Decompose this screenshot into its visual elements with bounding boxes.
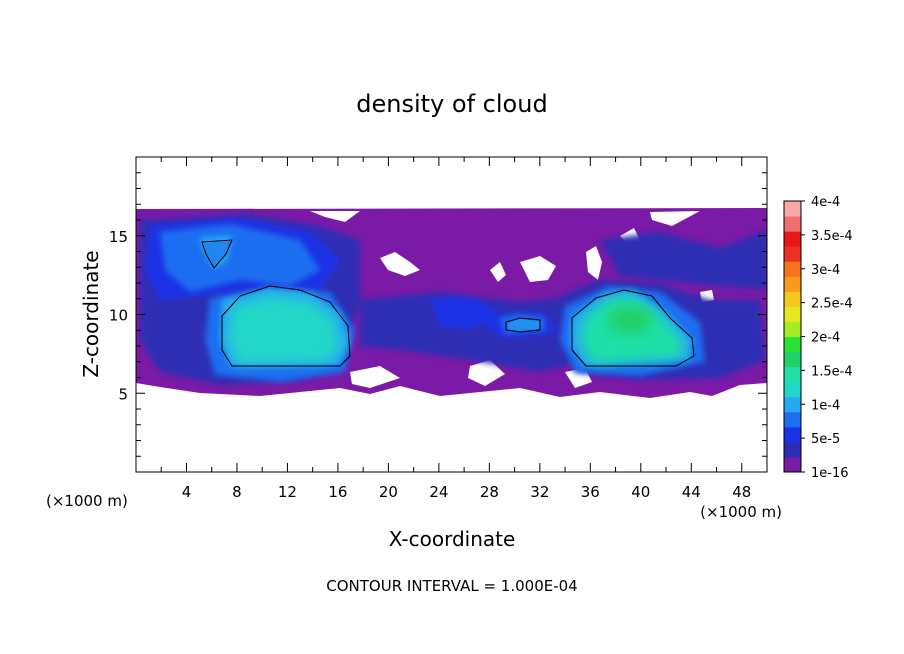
cloud-cores <box>220 288 692 366</box>
colorbar-swatch <box>784 456 801 473</box>
gap <box>468 360 505 386</box>
colorbar-swatch <box>784 381 801 398</box>
colorbar-swatch <box>784 216 801 232</box>
colorbar-label: 4e-4 <box>811 195 840 210</box>
colorbar-swatch <box>784 291 801 307</box>
x-unit-left: (×1000 m) <box>46 492 128 510</box>
y-tick-label: 10 <box>109 307 128 325</box>
y-axis-ticks <box>136 172 767 457</box>
x-tick-label: 24 <box>429 483 448 501</box>
gap <box>650 211 700 226</box>
colorbar-swatch <box>784 366 801 383</box>
colorbar-label: 1e-16 <box>811 466 849 481</box>
colorbar-swatches <box>784 201 801 473</box>
colorbar-label: 2.5e-4 <box>811 297 853 312</box>
gap <box>380 252 420 276</box>
colorbar-swatch <box>784 396 801 413</box>
gap <box>490 262 506 282</box>
x-tick-label: 28 <box>480 483 499 501</box>
contour-mid <box>505 317 541 333</box>
colorbar: 1e-16 5e-5 1e-4 1.5e-4 2e-4 2.5e-4 3e-4 3.5e-4 4… <box>783 195 853 481</box>
colorbar-label: 5e-5 <box>811 432 840 447</box>
y-axis-tick-labels: 5 10 15 <box>109 228 128 404</box>
chart-title: density of cloud <box>356 90 547 118</box>
y-tick-label: 5 <box>118 385 128 403</box>
contour-top-left-fill <box>204 241 231 266</box>
y-axis-label: Z-coordinate <box>79 250 103 377</box>
x-tick-label: 8 <box>232 483 242 501</box>
gap <box>350 366 400 388</box>
x-tick-label: 48 <box>732 483 751 501</box>
colorbar-label: 3e-4 <box>811 263 840 278</box>
lightblue-region-left <box>160 224 320 292</box>
colorbar-swatch <box>784 261 801 277</box>
colorbar-swatch <box>784 201 801 217</box>
core-right-peak <box>608 306 652 334</box>
gap <box>520 256 556 282</box>
x-axis-label: X-coordinate <box>389 527 516 551</box>
contour-lines <box>201 239 695 367</box>
contour-interval-note: CONTOUR INTERVAL = 1.000E-04 <box>326 577 577 595</box>
gap <box>310 211 360 222</box>
colorbar-swatch <box>784 336 801 353</box>
contour-top-left <box>201 239 233 269</box>
x-axis-ticks <box>160 157 743 472</box>
colorbar-label: 2e-4 <box>811 331 840 346</box>
colorbar-swatch <box>784 351 801 368</box>
colorbar-swatch <box>784 276 801 292</box>
x-axis-tick-labels: 4 8 12 16 20 24 28 32 36 40 44 48 <box>182 483 752 501</box>
x-tick-label: 4 <box>182 483 192 501</box>
x-tick-label: 36 <box>581 483 600 501</box>
colorbar-swatch <box>784 441 801 458</box>
colorbar-label: 1e-4 <box>811 398 840 413</box>
x-tick-label: 12 <box>278 483 297 501</box>
x-tick-label: 44 <box>682 483 701 501</box>
blue-region-center <box>360 292 590 372</box>
contour-mid-fill <box>508 319 539 331</box>
gap <box>586 246 602 280</box>
x-tick-label: 16 <box>328 483 347 501</box>
colorbar-swatch <box>784 231 801 247</box>
x-tick-label: 20 <box>379 483 398 501</box>
colorbar-swatch <box>784 321 801 337</box>
contour-right <box>571 289 695 367</box>
x-tick-label: 40 <box>631 483 650 501</box>
blue-region-topright <box>600 230 767 290</box>
colorbar-label: 1.5e-4 <box>811 364 853 379</box>
colorbar-swatch <box>784 246 801 262</box>
x-tick-label: 32 <box>530 483 549 501</box>
colorbar-swatch <box>784 426 801 443</box>
x-unit-right: (×1000 m) <box>700 503 782 521</box>
contour-left <box>221 285 351 367</box>
colorbar-swatch <box>784 306 801 322</box>
density-field <box>136 208 767 398</box>
y-tick-label: 15 <box>109 228 128 246</box>
core-left-inner <box>228 296 340 364</box>
colorbar-label: 3.5e-4 <box>811 229 853 244</box>
colorbar-labels: 1e-16 5e-5 1e-4 1.5e-4 2e-4 2.5e-4 3e-4 3.5e-4 4… <box>801 195 853 481</box>
colorbar-swatch <box>784 411 801 428</box>
